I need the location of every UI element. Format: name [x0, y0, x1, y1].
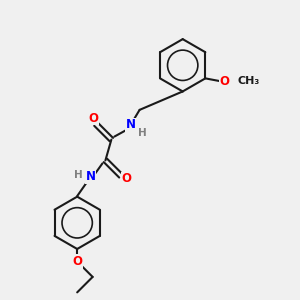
Text: H: H: [138, 128, 146, 138]
Text: O: O: [220, 75, 230, 88]
Text: O: O: [122, 172, 132, 185]
Text: O: O: [72, 255, 82, 268]
Text: O: O: [88, 112, 98, 125]
Text: H: H: [74, 170, 82, 180]
Text: CH₃: CH₃: [237, 76, 260, 86]
Text: N: N: [85, 170, 96, 183]
Text: N: N: [126, 118, 136, 131]
